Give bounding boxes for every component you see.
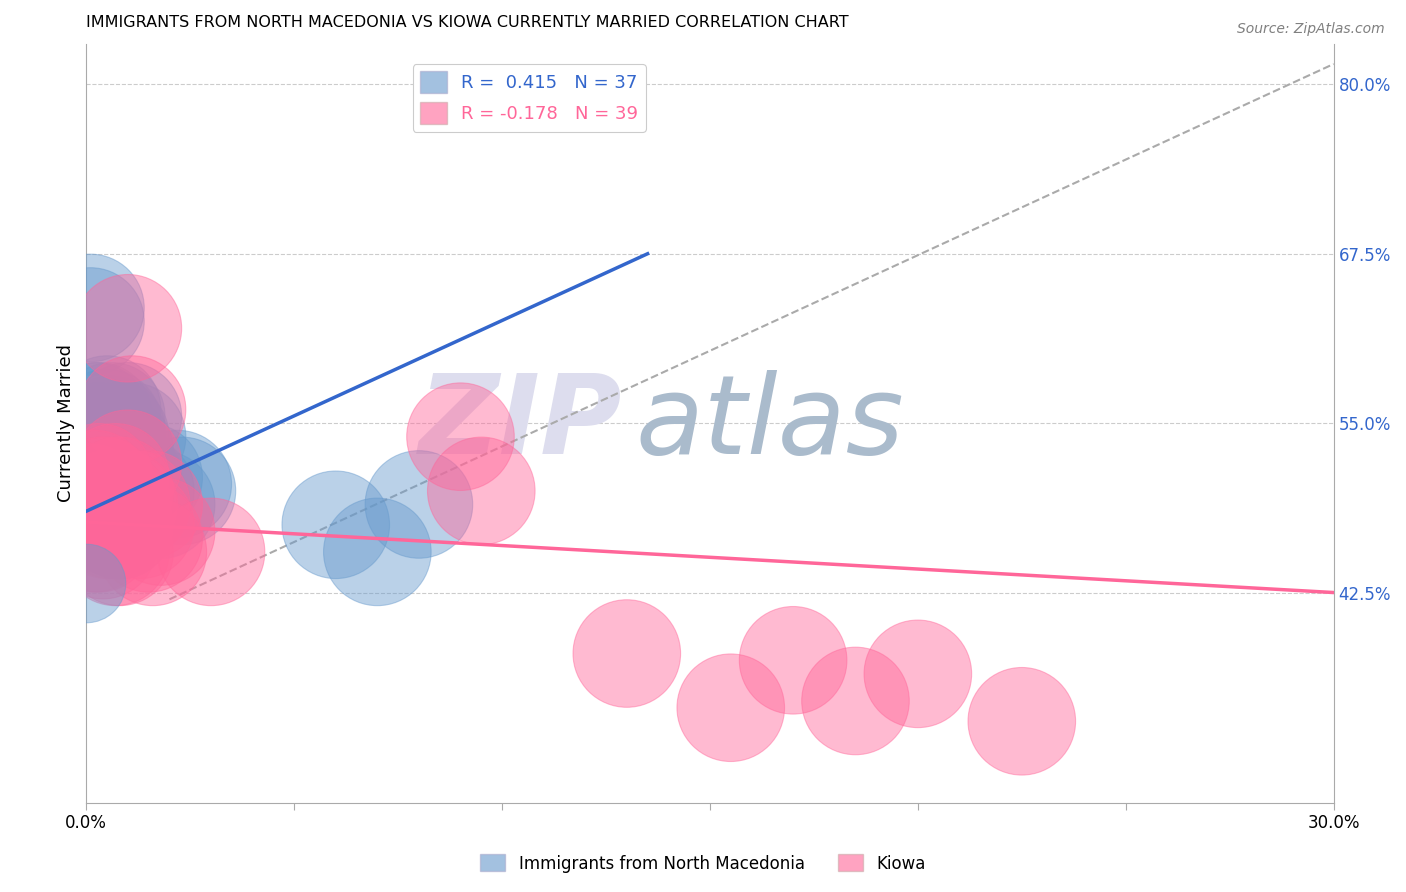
Point — [104, 470, 127, 484]
Point — [108, 443, 131, 458]
Point — [96, 498, 118, 512]
Point — [87, 409, 110, 424]
Point — [108, 483, 131, 498]
Point — [83, 409, 105, 424]
Point — [100, 457, 122, 471]
Point — [96, 470, 118, 484]
Point — [87, 470, 110, 484]
Point — [138, 498, 160, 512]
Point — [108, 545, 131, 559]
Point — [450, 430, 472, 444]
Point — [104, 430, 127, 444]
Point — [100, 477, 122, 491]
Point — [117, 457, 139, 471]
Point — [117, 409, 139, 424]
Point — [87, 532, 110, 546]
Point — [79, 301, 101, 315]
Point — [100, 436, 122, 450]
Point — [91, 538, 114, 552]
Point — [129, 483, 152, 498]
Point — [96, 443, 118, 458]
Point — [79, 491, 101, 505]
Point — [79, 511, 101, 525]
Point — [325, 517, 347, 532]
Point — [142, 545, 165, 559]
Text: ZIP: ZIP — [419, 369, 623, 476]
Point — [470, 483, 492, 498]
Point — [129, 517, 152, 532]
Point — [844, 694, 866, 708]
Point — [91, 457, 114, 471]
Point — [83, 430, 105, 444]
Point — [117, 321, 139, 335]
Y-axis label: Currently Married: Currently Married — [58, 344, 75, 502]
Text: IMMIGRANTS FROM NORTH MACEDONIA VS KIOWA CURRENTLY MARRIED CORRELATION CHART: IMMIGRANTS FROM NORTH MACEDONIA VS KIOWA… — [86, 15, 849, 30]
Point — [100, 409, 122, 424]
Point — [75, 576, 97, 591]
Point — [104, 498, 127, 512]
Text: atlas: atlas — [636, 369, 904, 476]
Point — [150, 498, 173, 512]
Point — [108, 517, 131, 532]
Point — [200, 545, 222, 559]
Point — [782, 653, 804, 667]
Point — [170, 483, 193, 498]
Point — [100, 498, 122, 512]
Point — [79, 314, 101, 328]
Point — [100, 517, 122, 532]
Point — [104, 545, 127, 559]
Point — [166, 477, 188, 491]
Point — [87, 430, 110, 444]
Point — [83, 511, 105, 525]
Point — [83, 532, 105, 546]
Point — [91, 470, 114, 484]
Point — [91, 483, 114, 498]
Point — [117, 470, 139, 484]
Legend: Immigrants from North Macedonia, Kiowa: Immigrants from North Macedonia, Kiowa — [474, 847, 932, 880]
Point — [112, 498, 135, 512]
Point — [408, 498, 430, 512]
Point — [100, 423, 122, 437]
Point — [720, 700, 742, 714]
Point — [96, 402, 118, 417]
Point — [125, 498, 148, 512]
Point — [138, 532, 160, 546]
Point — [112, 464, 135, 478]
Legend: R =  0.415   N = 37, R = -0.178   N = 39: R = 0.415 N = 37, R = -0.178 N = 39 — [412, 64, 645, 132]
Point — [121, 402, 143, 417]
Point — [87, 457, 110, 471]
Point — [96, 416, 118, 430]
Text: Source: ZipAtlas.com: Source: ZipAtlas.com — [1237, 22, 1385, 37]
Point — [907, 666, 929, 681]
Point — [91, 430, 114, 444]
Point — [91, 511, 114, 525]
Point — [616, 647, 638, 661]
Point — [138, 470, 160, 484]
Point — [104, 450, 127, 464]
Point — [96, 517, 118, 532]
Point — [91, 483, 114, 498]
Point — [121, 430, 143, 444]
Point — [150, 524, 173, 539]
Point — [1011, 714, 1033, 729]
Point — [108, 517, 131, 532]
Point — [366, 545, 388, 559]
Point — [125, 498, 148, 512]
Point — [83, 477, 105, 491]
